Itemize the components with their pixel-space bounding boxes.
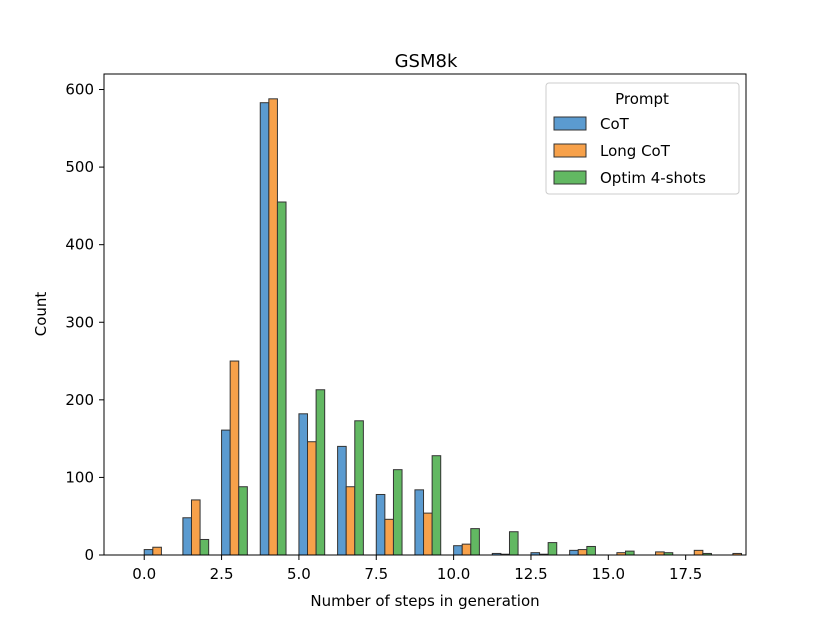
- x-tick-label: 0.0: [132, 565, 156, 583]
- bar-long-cot-bin-2: [229, 360, 240, 556]
- bar-cot-bin-11: [569, 549, 579, 556]
- legend-label-cot: CoT: [600, 115, 630, 133]
- y-tick-label: 300: [65, 313, 94, 331]
- legend-swatch-long-cot: [553, 143, 587, 158]
- bar-cot-bin-2: [221, 429, 231, 556]
- y-tick-label: 200: [65, 391, 94, 409]
- bar-long-cot-bin-14: [693, 549, 704, 556]
- x-axis: 0.0 2.5 5.0 7.5 10.0 12.5 15.0 17.5: [132, 555, 702, 583]
- plot-frame: [103, 73, 747, 556]
- legend-title: Prompt: [615, 90, 669, 108]
- bar-optim-4-shots-bin-6: [392, 469, 403, 556]
- bar-long-cot-bin-3: [268, 98, 278, 556]
- bar-optim-4-shots-bin-7: [431, 455, 442, 556]
- x-tick-label: 7.5: [364, 565, 388, 583]
- x-tick-label: 2.5: [210, 565, 234, 583]
- bar-optim-4-shots-bin-9: [508, 531, 519, 556]
- y-tick-label: 100: [65, 468, 94, 486]
- chart-title: GSM8k: [395, 51, 458, 72]
- bar-optim-4-shots-bin-2: [238, 486, 248, 556]
- bar-long-cot-bin-1: [190, 499, 201, 556]
- legend: Prompt CoT Long CoT Optim 4-shots: [545, 82, 740, 195]
- y-tick-label: 600: [65, 81, 94, 99]
- bar-optim-4-shots-bin-12: [625, 550, 635, 556]
- bar-cot-bin-7: [414, 489, 425, 556]
- legend-swatch-optim-4-shots: [553, 170, 587, 185]
- bar-cot-bin-1: [182, 517, 192, 556]
- bar-cot-bin-0: [143, 549, 154, 556]
- legend-label-optim-4-shots: Optim 4-shots: [600, 169, 706, 187]
- bars-layer: [143, 98, 743, 556]
- x-axis-label: Number of steps in generation: [310, 592, 539, 610]
- x-tick-label: 10.0: [437, 565, 470, 583]
- bar-cot-bin-8: [453, 545, 463, 556]
- x-tick-label: 5.0: [287, 565, 311, 583]
- bar-optim-4-shots-bin-4: [315, 389, 326, 556]
- bar-long-cot-bin-0: [152, 546, 162, 556]
- bar-long-cot-bin-7: [423, 512, 433, 556]
- bar-long-cot-bin-8: [461, 543, 472, 556]
- bar-cot-bin-4: [298, 413, 309, 556]
- legend-swatch-cot: [553, 116, 587, 131]
- x-tick-label: 17.5: [669, 565, 702, 583]
- bar-optim-4-shots-bin-3: [276, 201, 287, 556]
- y-tick-label: 500: [65, 158, 94, 176]
- y-axis-label: Count: [32, 292, 50, 337]
- bar-optim-4-shots-bin-10: [547, 542, 558, 556]
- bar-optim-4-shots-bin-1: [199, 538, 210, 556]
- y-axis: 0 100 200 300 400 500 600: [65, 81, 104, 564]
- bar-cot-bin-6: [375, 493, 386, 556]
- y-tick-label: 0: [84, 546, 94, 564]
- bar-long-cot-bin-4: [307, 441, 317, 556]
- legend-label-long-cot: Long CoT: [600, 142, 671, 160]
- bar-cot-bin-5: [337, 445, 347, 556]
- bar-optim-4-shots-bin-11: [586, 545, 596, 556]
- x-tick-label: 12.5: [514, 565, 547, 583]
- legend-box: [545, 82, 740, 195]
- bar-long-cot-bin-6: [384, 518, 394, 556]
- y-tick-label: 400: [65, 236, 94, 254]
- x-tick-label: 15.0: [592, 565, 625, 583]
- bar-optim-4-shots-bin-5: [354, 420, 364, 556]
- bar-cot-bin-3: [259, 102, 270, 556]
- bar-optim-4-shots-bin-8: [470, 528, 480, 556]
- bar-long-cot-bin-11: [577, 549, 588, 556]
- bar-long-cot-bin-5: [345, 486, 356, 556]
